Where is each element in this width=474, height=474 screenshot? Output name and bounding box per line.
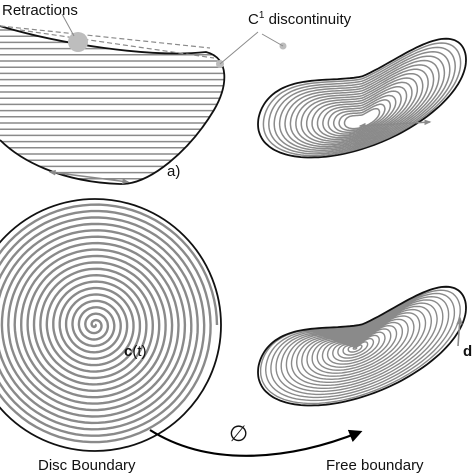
retraction-dash-1 xyxy=(0,25,211,49)
retraction-leader xyxy=(61,13,75,37)
disc-boundary-label: Disc Boundary xyxy=(38,457,136,474)
panel-contour-fill xyxy=(219,31,467,159)
mapping-arrow xyxy=(149,429,363,457)
ct-rest: (t) xyxy=(132,343,146,360)
c1-suffix: discontinuity xyxy=(264,11,351,28)
c1-superscript: 1 xyxy=(259,10,265,21)
phi-label: ∅ xyxy=(229,421,248,446)
ct-bold: c xyxy=(124,343,132,360)
panel-disc-spiral xyxy=(0,198,222,452)
discontinuity-leader-2 xyxy=(261,33,284,47)
ct-label: c(t) xyxy=(124,343,147,360)
free-boundary-label: Free boundary xyxy=(326,457,424,474)
retraction-marker xyxy=(68,32,88,52)
boundary-arrow-d xyxy=(456,316,463,347)
inner-arrow-b xyxy=(358,119,432,129)
panel-free-spiral xyxy=(257,285,467,407)
disc-spiral xyxy=(0,203,219,444)
c1-discontinuity-label: C1 discontinuity xyxy=(248,10,352,28)
disc-outline xyxy=(0,198,222,452)
retraction-dash-2 xyxy=(19,29,215,59)
free-spiral-path xyxy=(259,286,467,405)
free-spiral xyxy=(257,285,467,407)
free-boundary-outline xyxy=(257,285,467,407)
retractions-label: Retractions xyxy=(2,2,78,19)
c1-letter: C xyxy=(248,11,259,28)
panel-a-label: a) xyxy=(167,163,180,180)
d-label: d xyxy=(463,343,472,360)
contour-lines xyxy=(257,37,467,159)
bottom-arrow-a xyxy=(48,169,130,185)
panel-zigzag-fill xyxy=(0,13,226,185)
discontinuity-leader-1 xyxy=(219,31,259,65)
